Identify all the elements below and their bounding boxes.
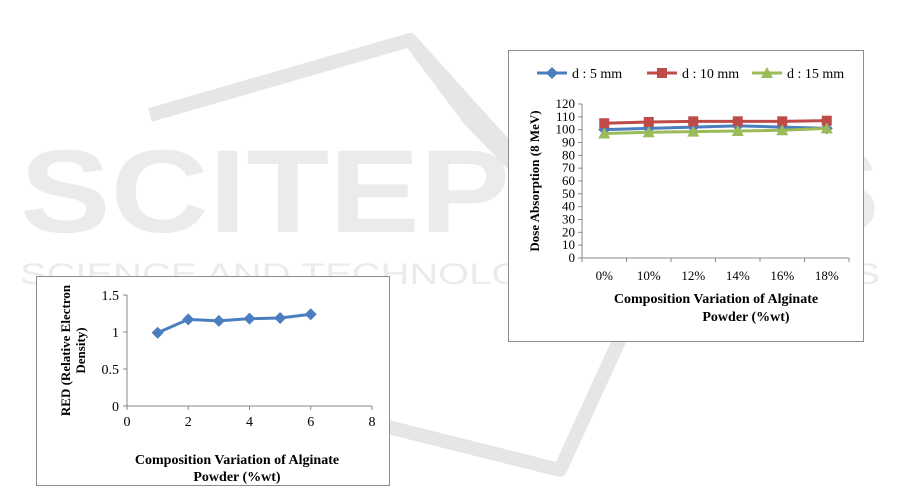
y-axis-label-line: Density)	[73, 327, 88, 373]
y-tick-label: 120	[556, 96, 576, 111]
x-tick-label: 10%	[637, 268, 661, 283]
x-tick-label: 0%	[596, 268, 614, 283]
data-point	[821, 115, 832, 126]
data-point	[304, 308, 317, 321]
x-tick-label: 18%	[815, 268, 839, 283]
x-axis-label-line: Powder (%wt)	[193, 470, 281, 485]
legend-marker	[761, 67, 773, 78]
x-axis-label-line: Powder (%wt)	[702, 310, 790, 325]
y-tick-label: 90	[562, 135, 575, 150]
legend-item: d : 5 mm	[537, 67, 622, 82]
x-tick-label: 14%	[726, 268, 750, 283]
legend-marker	[657, 68, 667, 78]
y-tick-label: 1	[112, 326, 119, 341]
y-tick-label: 70	[562, 160, 575, 175]
x-axis-label-line: Composition Variation of Alginate	[614, 292, 818, 307]
x-tick-label: 8	[369, 415, 376, 430]
y-tick-label: 1.5	[102, 289, 120, 304]
x-tick-label: 12%	[681, 268, 705, 283]
y-tick-label: 40	[562, 199, 575, 214]
data-point	[598, 127, 611, 139]
data-point	[182, 313, 195, 326]
dose-chart-panel: d : 5 mm d : 10 mm d : 15 mm 0 10 20 30 40 50 60 7…	[508, 50, 864, 342]
x-tick-label: 16%	[770, 268, 794, 283]
y-axis-label: RED (Relative ElectronDensity)	[58, 284, 88, 416]
x-tick-label: 6	[307, 415, 314, 430]
data-point	[776, 124, 789, 136]
legend-label: d : 5 mm	[572, 67, 622, 82]
y-axis-label-line: RED (Relative Electron	[58, 284, 73, 416]
data-point	[212, 314, 225, 327]
x-axis-label: Composition Variation of Alginate Powder …	[614, 292, 818, 325]
series-line	[604, 126, 827, 136]
data-point	[599, 118, 610, 129]
data-point	[642, 126, 655, 138]
data-point	[151, 326, 164, 339]
x-axis-label-line: Composition Variation of Alginate	[135, 453, 339, 468]
series-line	[157, 312, 311, 335]
x-tick-label: 2	[185, 415, 192, 430]
data-point	[688, 116, 699, 127]
data-point	[274, 311, 287, 324]
legend-item: d : 10 mm	[647, 67, 739, 82]
legend-item: d : 15 mm	[752, 67, 844, 82]
data-point	[820, 122, 833, 134]
data-point	[687, 125, 700, 137]
x-tick-label: 0	[124, 415, 131, 430]
y-tick-label: 0	[112, 400, 119, 415]
y-tick-label: 0.5	[102, 363, 120, 378]
y-tick-label: 50	[562, 186, 575, 201]
y-axis-label: Dose Absorption (8 MeV)	[527, 110, 542, 251]
y-tick-label: 30	[562, 212, 575, 227]
data-point	[731, 124, 744, 136]
y-tick-label: 60	[562, 173, 575, 188]
series-line	[604, 119, 827, 125]
y-tick-label: 110	[556, 109, 575, 124]
data-point	[777, 116, 788, 127]
y-tick-label: 80	[562, 147, 575, 162]
y-tick-label: 10	[562, 237, 575, 252]
red-chart-panel: 0 0.5 1 1.5 0 2 4 6 8 RED (Relative ElectronDensi…	[36, 276, 390, 486]
x-tick-label: 4	[246, 415, 253, 430]
dose-chart: d : 5 mm d : 10 mm d : 15 mm 01020304050607…	[527, 67, 850, 325]
series-line	[604, 124, 827, 132]
y-tick-label: 20	[562, 224, 575, 239]
legend-label: d : 10 mm	[682, 67, 739, 82]
red-chart: 0 0.5 1 1.5 0 2 4 6 8 RED (Relative ElectronDensi…	[58, 284, 376, 485]
y-tick-label: 100	[556, 122, 576, 137]
legend-marker	[546, 67, 558, 79]
data-point	[243, 312, 256, 325]
data-point	[643, 116, 654, 127]
x-axis-label: Composition Variation of Alginate Powder …	[135, 453, 339, 485]
y-tick-label: 0	[569, 250, 576, 265]
legend-label: d : 15 mm	[787, 67, 844, 82]
data-point	[732, 116, 743, 127]
